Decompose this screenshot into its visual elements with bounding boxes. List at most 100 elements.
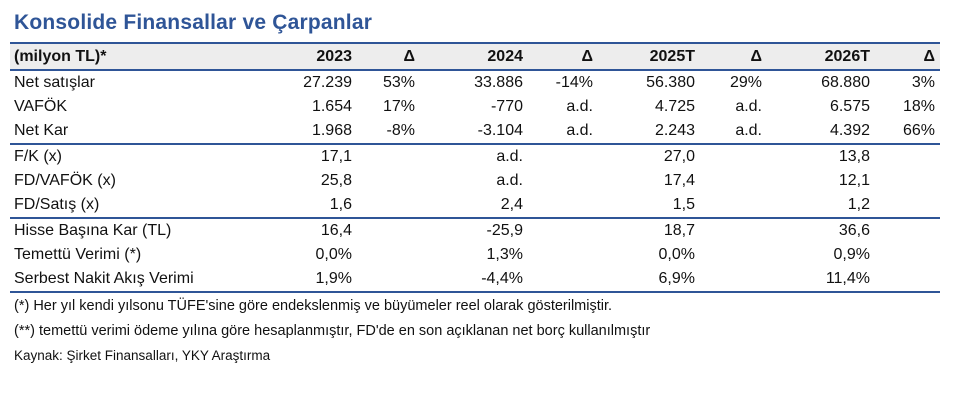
table-cell xyxy=(357,243,420,267)
header-delta: Δ xyxy=(700,42,767,71)
row-label: VAFÖK xyxy=(14,98,68,115)
table-cell xyxy=(875,143,940,169)
header-2023: 2023 xyxy=(235,42,357,71)
header-2024: 2024 xyxy=(420,42,528,71)
table-row: Net Kar 1.968 -8% -3.104 a.d. 2.243 a.d.… xyxy=(10,119,940,144)
row-label: Net Kar xyxy=(14,122,69,139)
table-cell: -8% xyxy=(386,122,415,139)
table-cell: a.d. xyxy=(735,122,762,139)
header-row: (milyon TL)* 2023 Δ 2024 Δ 2025T Δ 2026T… xyxy=(10,42,940,71)
table-cell: 1,6 xyxy=(329,196,352,213)
row-label: FD/VAFÖK (x) xyxy=(14,172,116,189)
table-cell: 1,9% xyxy=(235,267,357,293)
table-cell: 18,7 xyxy=(598,217,700,243)
table-cell: 27,0 xyxy=(598,143,700,169)
row-label: Temettü Verimi (*) xyxy=(14,246,142,263)
financials-table: (milyon TL)* 2023 Δ 2024 Δ 2025T Δ 2026T… xyxy=(10,42,940,293)
table-cell: -14% xyxy=(555,74,593,91)
table-cell: 1.654 xyxy=(311,98,352,115)
table-cell xyxy=(875,217,940,243)
table-cell: 68.880 xyxy=(821,74,870,91)
row-label: Net satışlar xyxy=(14,74,95,91)
table-cell: 56.380 xyxy=(646,74,695,91)
table-cell: 3% xyxy=(911,74,935,91)
table-cell: 36,6 xyxy=(767,217,875,243)
table-cell: a.d. xyxy=(496,172,523,189)
table-cell xyxy=(700,243,767,267)
table-cell: 1.968 xyxy=(311,122,352,139)
table-cell: 33.886 xyxy=(474,74,523,91)
table-cell: 25,8 xyxy=(320,172,352,189)
table-cell: 6.575 xyxy=(829,98,870,115)
footnote-inflation: (*) Her yıl kendi yılsonu TÜFE'sine göre… xyxy=(14,298,613,314)
table-cell xyxy=(700,193,767,218)
table-row: Serbest Nakit Akış Verimi 1,9% -4,4% 6,9… xyxy=(10,267,940,293)
footnote-dividend: (**) temettü verimi ödeme yılına göre he… xyxy=(14,323,651,339)
table-cell xyxy=(700,143,767,169)
header-2026t: 2026T xyxy=(767,42,875,71)
table-cell: -770 xyxy=(490,98,523,115)
table-cell xyxy=(700,169,767,193)
table-cell xyxy=(528,143,598,169)
table-cell: 11,4% xyxy=(767,267,875,293)
table-cell xyxy=(875,267,940,293)
table-cell xyxy=(357,143,420,169)
table-cell xyxy=(528,243,598,267)
table-cell xyxy=(357,267,420,293)
table-cell: 0,0% xyxy=(315,246,352,263)
table-cell xyxy=(528,217,598,243)
table-cell xyxy=(528,169,598,193)
row-label: FD/Satış (x) xyxy=(14,196,100,213)
table-cell: 18% xyxy=(902,98,935,115)
table-cell: 53% xyxy=(382,74,415,91)
table-cell: 17,4 xyxy=(663,172,695,189)
table-cell xyxy=(357,217,420,243)
table-cell xyxy=(357,193,420,218)
table-cell xyxy=(357,169,420,193)
table-row: VAFÖK 1.654 17% -770 a.d. 4.725 a.d. 6.5… xyxy=(10,95,940,119)
table-cell: 16,4 xyxy=(235,217,357,243)
table-row: Hisse Başına Kar (TL) 16,4 -25,9 18,7 36… xyxy=(10,217,940,243)
table-row: Net satışlar 27.239 53% 33.886 -14% 56.3… xyxy=(10,70,940,95)
table-cell: 0,0% xyxy=(658,246,695,263)
table-cell: 2.243 xyxy=(654,122,695,139)
table-cell xyxy=(700,217,767,243)
table-cell: 1,3% xyxy=(486,246,523,263)
table-cell xyxy=(875,243,940,267)
header-delta: Δ xyxy=(528,42,598,71)
header-2025t: 2025T xyxy=(598,42,700,71)
table-cell: 6,9% xyxy=(598,267,700,293)
header-delta: Δ xyxy=(357,42,420,71)
table-cell: 13,8 xyxy=(767,143,875,169)
table-cell: a.d. xyxy=(566,122,593,139)
header-delta: Δ xyxy=(875,42,940,71)
table-cell xyxy=(528,193,598,218)
row-label: F/K (x) xyxy=(10,143,235,169)
row-label: Serbest Nakit Akış Verimi xyxy=(10,267,235,293)
table-cell: a.d. xyxy=(735,98,762,115)
table-title: Konsolide Finansallar ve Çarpanlar xyxy=(14,11,373,34)
table-cell: 4.725 xyxy=(654,98,695,115)
table-cell: 4.392 xyxy=(829,122,870,139)
table-cell xyxy=(700,267,767,293)
table-cell: 1,2 xyxy=(847,196,870,213)
table-row: F/K (x) 17,1 a.d. 27,0 13,8 xyxy=(10,143,940,169)
table-cell: -4,4% xyxy=(420,267,528,293)
source-note: Kaynak: Şirket Finansalları, YKY Araştır… xyxy=(14,348,271,363)
table-cell: 29% xyxy=(729,74,762,91)
table-row: Temettü Verimi (*) 0,0% 1,3% 0,0% 0,9% xyxy=(10,243,940,267)
table-cell: 1,5 xyxy=(672,196,695,213)
table-cell: 0,9% xyxy=(833,246,870,263)
table-cell: a.d. xyxy=(566,98,593,115)
table-cell: 2,4 xyxy=(500,196,523,213)
table-row: FD/VAFÖK (x) 25,8 a.d. 17,4 12,1 xyxy=(10,169,940,193)
table-cell xyxy=(875,193,940,218)
table-cell: 66% xyxy=(902,122,935,139)
header-unit: (milyon TL)* xyxy=(10,42,235,71)
table-cell: -25,9 xyxy=(420,217,528,243)
table-cell: 17,1 xyxy=(235,143,357,169)
table-cell: 12,1 xyxy=(838,172,870,189)
table-cell: 17% xyxy=(382,98,415,115)
table-cell: 27.239 xyxy=(303,74,352,91)
table-cell: -3.104 xyxy=(477,122,523,139)
